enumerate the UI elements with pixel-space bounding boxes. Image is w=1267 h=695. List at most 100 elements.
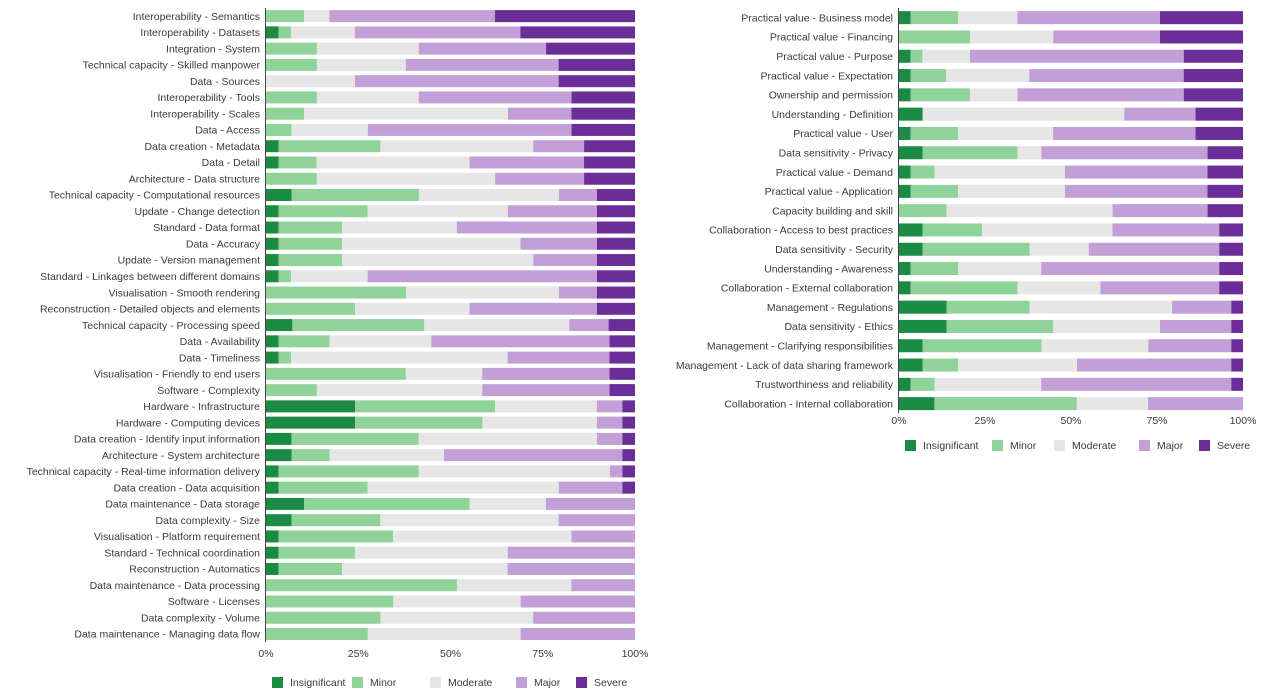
bar-segment-severe (571, 91, 635, 104)
bar-segment-major (558, 514, 635, 527)
bar-segment-insignificant (266, 351, 279, 364)
bar-segment-severe (1207, 204, 1243, 218)
bar-segment-moderate (456, 579, 572, 592)
bar-segment-moderate (329, 449, 445, 462)
legend-item: Moderate (1054, 440, 1117, 452)
category-label: Management - Lack of data sharing framew… (676, 360, 894, 372)
bar-segment-insignificant (266, 530, 279, 543)
category-label: Capacity building and skill (772, 205, 893, 217)
category-label: Visualisation - Platform requirement (94, 531, 260, 543)
category-label: Data - Sources (190, 76, 260, 88)
bar-segment-minor (266, 595, 394, 608)
x-tick-label: 75% (1146, 415, 1167, 427)
bar-segment-major (1041, 262, 1220, 276)
bar-segment-severe (622, 449, 635, 462)
bar-segment-major (418, 42, 547, 55)
bar-segment-major (1112, 204, 1208, 218)
bar-row: Practical value - Demand (776, 165, 1243, 179)
x-tick-label: 25% (974, 415, 995, 427)
bar-segment-major (558, 286, 597, 299)
bar-segment-major (533, 611, 635, 624)
category-label: Visualisation - Smooth rendering (108, 287, 260, 299)
legend-label: Insignificant (290, 677, 346, 689)
bar-segment-major (469, 302, 597, 315)
category-label: Data maintenance - Data storage (105, 499, 260, 511)
bar-segment-insignificant (899, 319, 947, 333)
x-tick-label: 75% (532, 648, 553, 660)
bar-segment-insignificant (899, 262, 911, 276)
bar-segment-insignificant (899, 223, 923, 237)
bar-segment-minor (278, 254, 343, 267)
bar-segment-moderate (958, 126, 1054, 140)
bar-segment-severe (596, 237, 635, 250)
legend-swatch (576, 677, 587, 688)
bar-row: Ownership and permission (769, 88, 1243, 102)
category-label: Standard - Linkages between different do… (40, 271, 260, 283)
bar-segment-major (482, 367, 610, 380)
bar-segment-minor (266, 367, 406, 380)
bar-row: Data - Sources (190, 75, 635, 88)
bar-segment-minor (278, 156, 317, 169)
category-label: Interoperability - Scales (150, 108, 260, 120)
bar-segment-minor (291, 449, 330, 462)
bar-row: Interoperability - Datasets (140, 26, 635, 39)
legend-swatch (352, 677, 363, 688)
bar-segment-insignificant (899, 49, 911, 63)
bar-segment-moderate (946, 204, 1113, 218)
bar-row: Collaboration - Internal collaboration (724, 397, 1243, 410)
bar-segment-major (1053, 30, 1161, 44)
bar-segment-insignificant (266, 140, 279, 153)
legend-item: Minor (992, 440, 1037, 452)
bar-segment-insignificant (266, 400, 356, 413)
bar-segment-insignificant (266, 546, 279, 559)
bar-row: Data complexity - Volume (141, 611, 635, 624)
bar-row: Interoperability - Scales (150, 107, 635, 120)
bar-row: Architecture - Data structure (129, 172, 635, 185)
category-label: Data creation - Metadata (144, 141, 260, 153)
category-label: Practical value - User (793, 128, 893, 140)
legend-item: Minor (352, 677, 397, 689)
bar-segment-moderate (367, 481, 559, 494)
bar-row: Practical value - Financing (770, 30, 1243, 44)
bar-row: Data complexity - Size (156, 514, 635, 527)
bar-segment-severe (608, 319, 635, 332)
bar-segment-severe (558, 58, 635, 71)
bar-segment-moderate (291, 351, 508, 364)
bar-row: Hardware - Infrastructure (143, 400, 635, 413)
bar-segment-insignificant (899, 300, 947, 314)
bar-row: Management - Lack of data sharing framew… (676, 358, 1243, 372)
bar-segment-moderate (291, 123, 368, 136)
category-label: Architecture - System architecture (102, 450, 260, 462)
bar-segment-moderate (393, 530, 572, 543)
category-label: Software - Complexity (157, 385, 260, 397)
category-label: Collaboration - Access to best practices (709, 225, 893, 237)
bar-segment-insignificant (266, 319, 293, 332)
bar-segment-major (507, 107, 572, 120)
bar-segment-severe (495, 10, 635, 23)
bar-segment-major (495, 172, 585, 185)
category-label: Collaboration - External collaboration (721, 283, 893, 295)
bar-segment-severe (1207, 165, 1243, 179)
bar-segment-moderate (342, 562, 508, 575)
bar-segment-minor (910, 88, 970, 102)
bar-segment-minor (266, 384, 317, 397)
bar-segment-insignificant (899, 146, 923, 160)
bar-segment-moderate (969, 88, 1018, 102)
category-label: Understanding - Awareness (764, 263, 893, 275)
bar-segment-major (1029, 69, 1184, 83)
legend-label: Minor (1010, 440, 1037, 452)
bar-segment-insignificant (266, 205, 279, 218)
bar-segment-severe (622, 432, 635, 445)
bar-row: Data maintenance - Managing data flow (74, 628, 635, 641)
bar-segment-major (444, 449, 623, 462)
legend-label: Insignificant (923, 440, 979, 452)
bar-row: Data creation - Metadata (144, 140, 635, 153)
bar-segment-major (367, 270, 597, 283)
bar-segment-minor (292, 319, 425, 332)
bar-row: Data - Access (195, 123, 635, 137)
bar-segment-insignificant (266, 562, 279, 575)
bar-segment-moderate (958, 358, 1078, 372)
bar-segment-minor (278, 530, 394, 543)
category-label: Technical capacity - Processing speed (82, 320, 260, 332)
category-label: Data sensitivity - Ethics (784, 321, 893, 333)
